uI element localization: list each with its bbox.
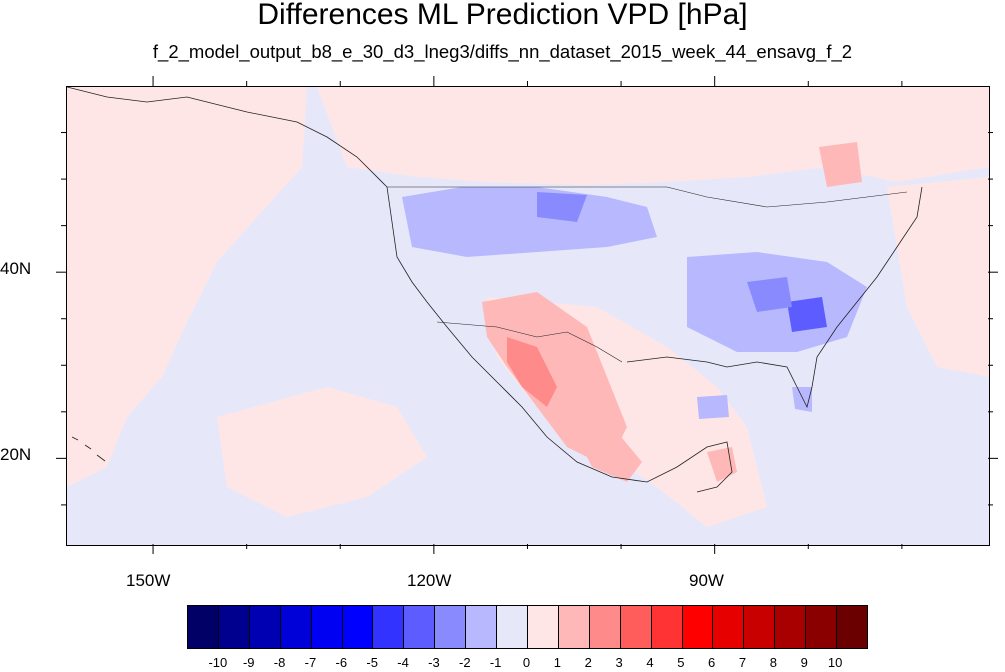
colorbar-tick-label: 8	[769, 655, 778, 670]
us-canada-border	[387, 186, 908, 208]
north-america-coastline	[386, 186, 923, 493]
colorbar-cell	[311, 606, 343, 648]
region-central-mexico-positive	[572, 427, 642, 482]
region-canada-positive	[317, 87, 989, 185]
colorbar-tick-label: 6	[708, 655, 716, 670]
colorbar-tick-label: 0	[522, 655, 531, 670]
colorbar-tick-label: 7	[738, 655, 747, 670]
colorbar-cell	[280, 606, 312, 648]
region-atlantic-positive	[887, 177, 989, 377]
colorbar-cell	[837, 606, 867, 648]
colorbar-tick-label: -3	[428, 655, 440, 670]
region-northwest-negative	[402, 187, 657, 257]
colorbar-cell	[342, 606, 374, 648]
chart-subtitle: f_2_model_output_b8_e_30_d3_lneg3/diffs_…	[152, 41, 853, 62]
lat-tick-label: 40N	[0, 259, 32, 278]
region-hudson-positive	[819, 142, 862, 187]
colorbar-cell	[744, 606, 776, 648]
region-gulf-negative	[697, 395, 729, 419]
colorbar-tick-label: -2	[458, 655, 471, 670]
colorbar-cell	[806, 606, 838, 648]
map-plot	[66, 86, 990, 546]
colorbar-cell	[620, 606, 652, 648]
colorbar-cell	[775, 606, 807, 648]
colorbar-tick-label: 9	[800, 655, 808, 670]
region-pacific-positive-south	[217, 387, 427, 517]
colorbar-tick-label: -9	[242, 655, 255, 670]
vpd-difference-map	[67, 87, 989, 545]
region-rockies-negative-2	[537, 192, 587, 222]
colorbar-cell	[713, 606, 745, 648]
us-mexico-border	[436, 321, 623, 363]
region-ohio-negative-2	[747, 277, 792, 312]
colorbar-tick-label: 10	[827, 655, 843, 670]
colorbar-cell	[527, 606, 559, 648]
lon-tick-label: 150W	[126, 571, 171, 590]
region-sonora-positive-3	[507, 337, 557, 407]
colorbar-tick-label: 3	[615, 655, 623, 670]
colorbar-tick-label: 1	[553, 655, 561, 670]
colorbar-tick-label: -10	[208, 655, 228, 670]
chart-title: Differences ML Prediction VPD [hPa]	[257, 0, 748, 31]
colorbar-tick-label: -7	[304, 655, 317, 670]
colorbar-tick-label: -6	[335, 655, 348, 670]
colorbar-tick-label: -1	[489, 655, 502, 670]
colorbar-cell	[682, 606, 714, 648]
colorbar-tick-label: -5	[366, 655, 378, 670]
lon-tick-label: 120W	[407, 571, 452, 590]
colorbar	[187, 605, 868, 649]
hawaii-islands	[71, 436, 106, 462]
colorbar-cell	[589, 606, 621, 648]
colorbar-cell	[373, 606, 405, 648]
colorbar-cell	[188, 606, 219, 648]
colorbar-cell	[651, 606, 683, 648]
colorbar-tick-label: -8	[273, 655, 286, 670]
colorbar-cell	[435, 606, 467, 648]
lat-tick-label: 20N	[0, 445, 32, 464]
colorbar-tick-label: 5	[677, 655, 685, 670]
region-pacific-positive	[67, 87, 307, 487]
alaska-panhandle-coast	[67, 87, 388, 188]
region-carolinas-negative-3	[787, 297, 827, 332]
colorbar-cell	[249, 606, 281, 648]
colorbar-cell	[466, 606, 498, 648]
colorbar-tick-label: 4	[646, 655, 654, 670]
lon-tick-label: 90W	[689, 571, 724, 590]
colorbar-cell	[497, 606, 528, 648]
colorbar-tick-label: 2	[584, 655, 592, 670]
colorbar-cell	[558, 606, 590, 648]
colorbar-cell	[218, 606, 250, 648]
region-southwest-positive-2	[482, 292, 627, 467]
colorbar-cell	[404, 606, 436, 648]
colorbar-tick-label: -4	[397, 655, 409, 670]
